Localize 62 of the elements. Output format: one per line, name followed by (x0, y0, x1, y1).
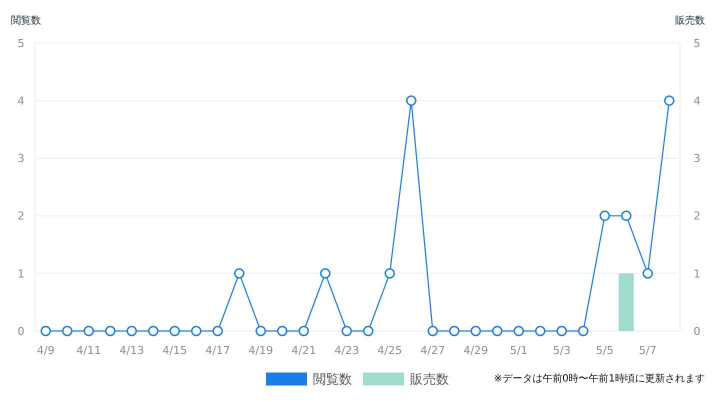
y2-tick-label: 5 (694, 36, 700, 50)
point (428, 326, 438, 336)
x-tick-label: 4/25 (377, 344, 402, 357)
y-axis-title: 閲覧数 (11, 16, 41, 26)
point (514, 326, 524, 336)
y-tick-label: 3 (18, 152, 24, 166)
point (664, 95, 674, 106)
x-tick-label: 4/21 (291, 344, 316, 357)
point (621, 210, 632, 222)
y2-tick-label: 4 (694, 94, 700, 108)
legend-label: 閲覧数 (313, 372, 352, 388)
point (406, 95, 416, 106)
text: ※データは午前0時〜午前1時頃に更新されます (494, 372, 705, 384)
x-tick-label: 4/23 (334, 344, 360, 357)
point (470, 326, 481, 336)
y2-tick-label: 2 (694, 210, 700, 223)
x-tick-label: 4/11 (76, 344, 102, 357)
point (62, 326, 72, 336)
point (84, 326, 94, 336)
x-tick-label: 5/1 (510, 344, 528, 357)
point (342, 326, 352, 336)
point (384, 268, 395, 279)
point (298, 326, 309, 336)
point (578, 326, 588, 336)
point (212, 326, 223, 336)
point (277, 326, 288, 336)
point (148, 326, 158, 336)
x-tick-label: 5/7 (638, 344, 657, 357)
x-tick-label: 4/27 (420, 344, 446, 357)
x-tick-label: 4/29 (463, 344, 488, 357)
legend-label: 販売数 (410, 372, 449, 388)
x-tick-label: 5/3 (552, 344, 571, 357)
x-tick-label: 4/9 (36, 344, 55, 357)
point (600, 210, 610, 222)
point (320, 268, 330, 279)
y-tick-label: 5 (18, 36, 24, 50)
point (170, 326, 180, 336)
y2-tick-label: 0 (694, 324, 700, 338)
point (492, 326, 502, 336)
point (556, 326, 567, 336)
x-tick-label: 4/13 (119, 344, 144, 357)
point (234, 268, 244, 279)
y-tick-label: 1 (18, 267, 24, 280)
y-tick-label: 4 (18, 94, 24, 108)
point (535, 326, 546, 336)
y-tick-label: 2 (18, 210, 24, 223)
x-tick-label: 5/5 (596, 344, 614, 357)
point (256, 326, 266, 336)
x-tick-label: 4/15 (162, 344, 188, 357)
point (105, 326, 116, 336)
point (449, 326, 460, 336)
point (126, 326, 137, 336)
point (363, 326, 374, 336)
y2-tick-label: 1 (694, 267, 700, 280)
point (191, 326, 202, 336)
y2-tick-label: 3 (694, 152, 700, 166)
x-tick-label: 4/19 (248, 344, 274, 357)
y2-axis-title: 販売数 (675, 14, 705, 26)
point (642, 268, 653, 279)
point (40, 326, 51, 336)
y-tick-label: 0 (18, 324, 24, 338)
x-tick-label: 4/17 (205, 344, 230, 357)
